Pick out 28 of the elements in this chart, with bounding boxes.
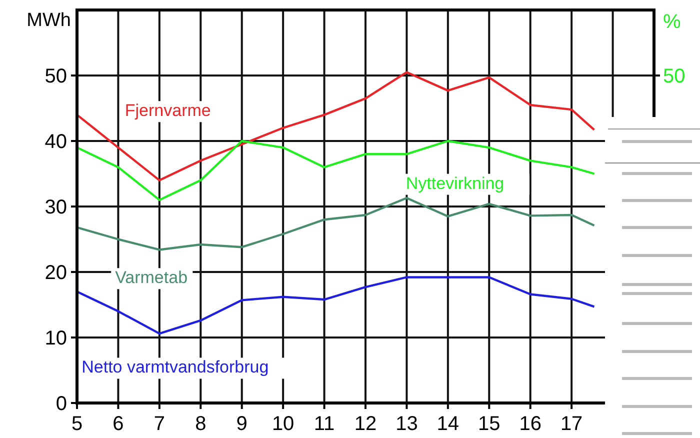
text: 50 <box>663 66 686 88</box>
x-tick-label: 7 <box>154 413 165 435</box>
text: Netto varmtvandsforbrug <box>82 358 269 377</box>
series-label: Nyttevirkning <box>406 174 504 193</box>
series-label: Varmetab <box>115 268 188 288</box>
x-tick-label: 17 <box>560 413 583 435</box>
x-tick-label: 9 <box>236 413 248 435</box>
y-tick-label: 50 <box>44 66 67 88</box>
x-tick-label: 13 <box>396 413 418 435</box>
y-tick-label: 20 <box>44 262 67 284</box>
x-tick-label: 16 <box>519 413 542 435</box>
line-series <box>76 140 596 202</box>
x-tick-label: 6 <box>112 413 124 435</box>
series-label: Fjernvarme <box>124 101 211 120</box>
y-axis-title: MWh <box>26 10 71 31</box>
x-tick-label: 5 <box>71 413 83 435</box>
y2-axis-title: % <box>663 11 681 33</box>
x-tick-label: 12 <box>354 413 377 435</box>
x-tick-label: 15 <box>478 413 500 435</box>
y-tick-label: 40 <box>44 131 67 153</box>
line-series <box>76 196 596 251</box>
y-tick-label: 30 <box>44 196 67 218</box>
x-tick-label: 14 <box>436 413 460 435</box>
x-tick-label: 10 <box>272 413 294 435</box>
y-tick-label: 0 <box>56 393 67 415</box>
x-tick-label: 8 <box>195 413 206 435</box>
y-tick-label: 10 <box>44 328 67 350</box>
x-tick-label: 11 <box>314 413 335 435</box>
